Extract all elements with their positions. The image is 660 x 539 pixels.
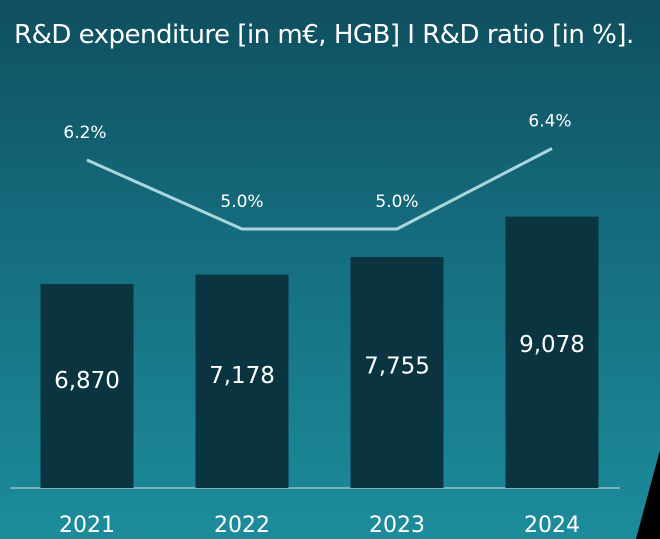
bar-value-label-2021: 6,870 (54, 368, 120, 394)
chart-title: R&D expenditure [in m€, HGB] I R&D ratio… (14, 20, 634, 50)
bar-value-label-2024: 9,078 (519, 332, 585, 358)
ratio-line (86, 147, 553, 231)
ratio-label-2022: 5.0% (220, 192, 263, 212)
x-tick-label-2022: 2022 (214, 513, 270, 538)
bar-2024 (505, 216, 599, 488)
x-tick-label-2024: 2024 (524, 513, 580, 538)
ratio-label-2021: 6.2% (63, 123, 106, 143)
ratio-label-2024: 6.4% (528, 112, 571, 132)
bar-2023 (350, 256, 444, 488)
bar-value-label-2022: 7,178 (209, 363, 275, 389)
bar-value-label-2023: 7,755 (364, 354, 430, 380)
x-tick-label-2021: 2021 (59, 513, 115, 538)
bar-2022 (195, 274, 289, 488)
bar-2021 (40, 283, 134, 488)
ratio-label-2023: 5.0% (375, 192, 418, 212)
x-tick-label-2023: 2023 (369, 513, 425, 538)
